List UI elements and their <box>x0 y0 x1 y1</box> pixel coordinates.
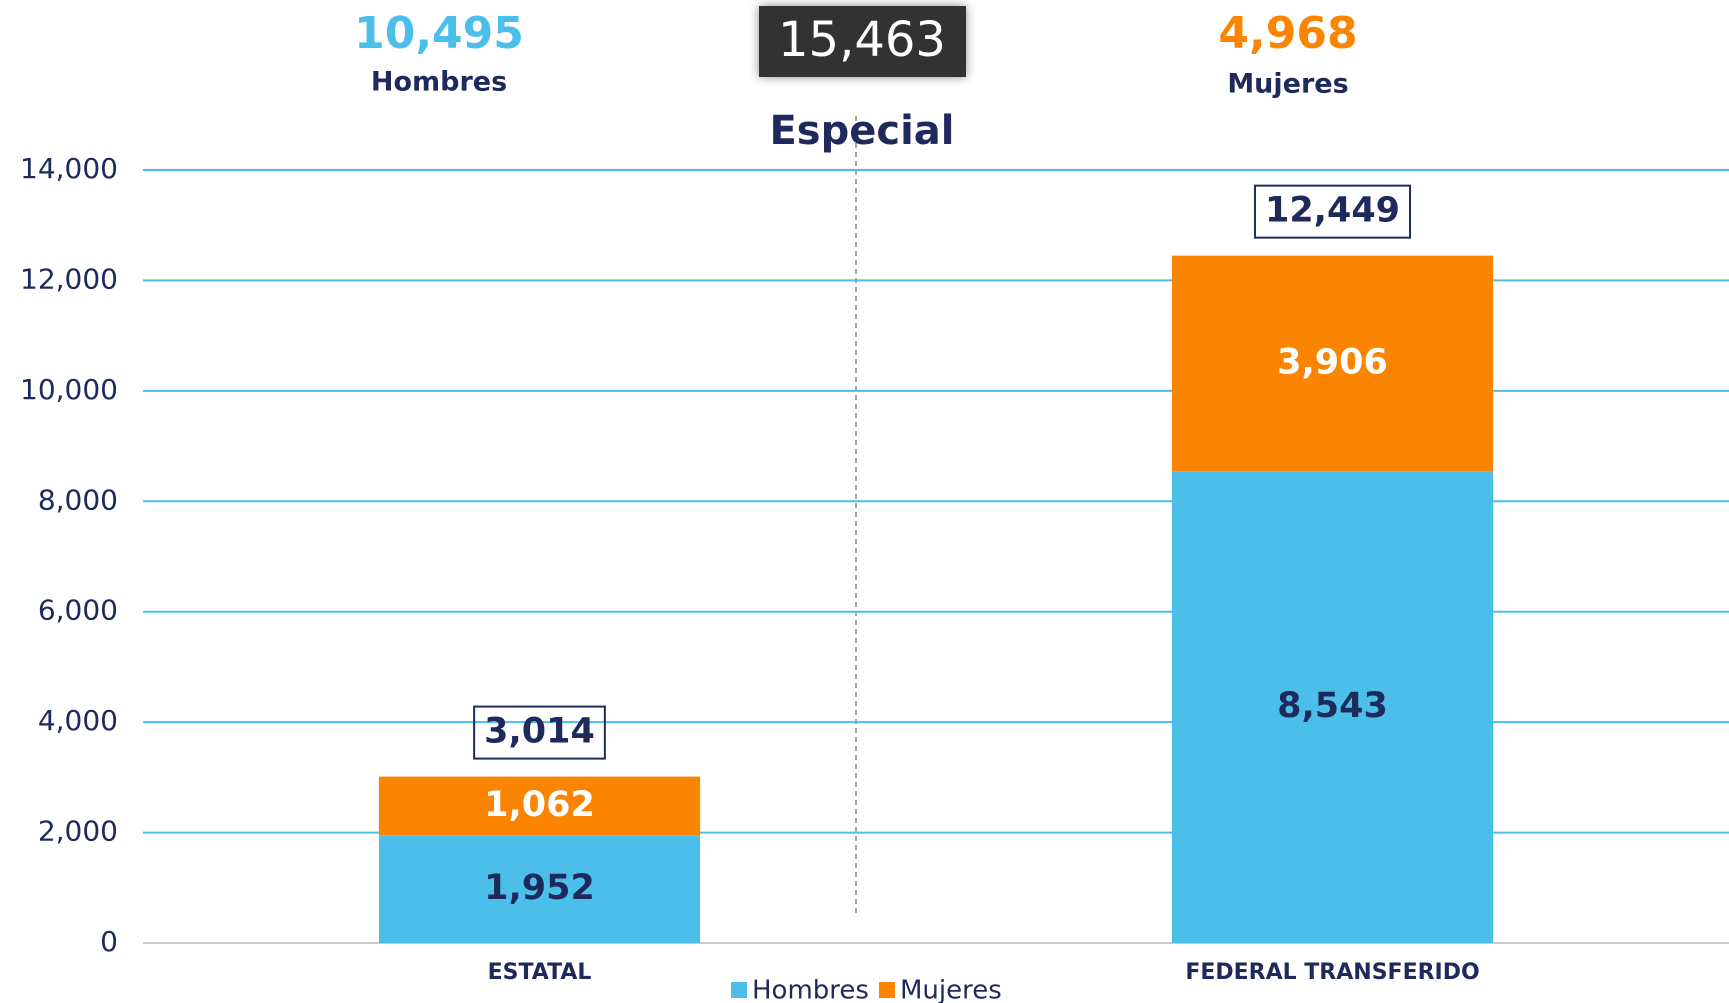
data-label: 8,543 <box>1277 686 1388 726</box>
summary-value: 4,968 <box>1218 8 1357 59</box>
data-label: 1,062 <box>484 785 595 825</box>
x-tick-label: FEDERAL TRANSFERIDO <box>1185 960 1479 985</box>
y-tick-label: 8,000 <box>38 483 118 516</box>
y-tick-label: 6,000 <box>38 594 118 627</box>
y-tick-label: 2,000 <box>38 815 118 848</box>
x-tick-label: ESTATAL <box>488 960 592 985</box>
total-box <box>759 6 966 77</box>
legend-swatch <box>879 982 895 998</box>
data-label: 1,952 <box>484 868 595 908</box>
bar-segment <box>378 835 701 943</box>
total-box <box>473 705 606 760</box>
grand-total: 15,463 <box>778 12 946 68</box>
total-label: 12,449 <box>1265 191 1400 231</box>
summary-name: Mujeres <box>1227 69 1348 100</box>
total-label: 3,014 <box>484 712 595 752</box>
legend-swatch <box>731 982 747 998</box>
legend-label: Mujeres <box>900 976 1002 1003</box>
y-tick-label: 12,000 <box>20 262 118 295</box>
chart-title: Especial <box>769 108 954 154</box>
summary-value: 10,495 <box>354 8 524 59</box>
summary-name: Hombres <box>371 67 507 98</box>
data-label: 3,906 <box>1277 342 1388 382</box>
y-tick-label: 4,000 <box>38 704 118 737</box>
y-tick-label: 14,000 <box>20 152 118 185</box>
legend-label: Hombres <box>752 976 869 1003</box>
total-box <box>1253 184 1412 239</box>
bar-segment <box>378 776 701 836</box>
y-tick-label: 0 <box>100 925 118 958</box>
y-tick-label: 10,000 <box>20 373 118 406</box>
bar-segment <box>1171 471 1494 943</box>
bar-segment <box>1171 255 1494 472</box>
